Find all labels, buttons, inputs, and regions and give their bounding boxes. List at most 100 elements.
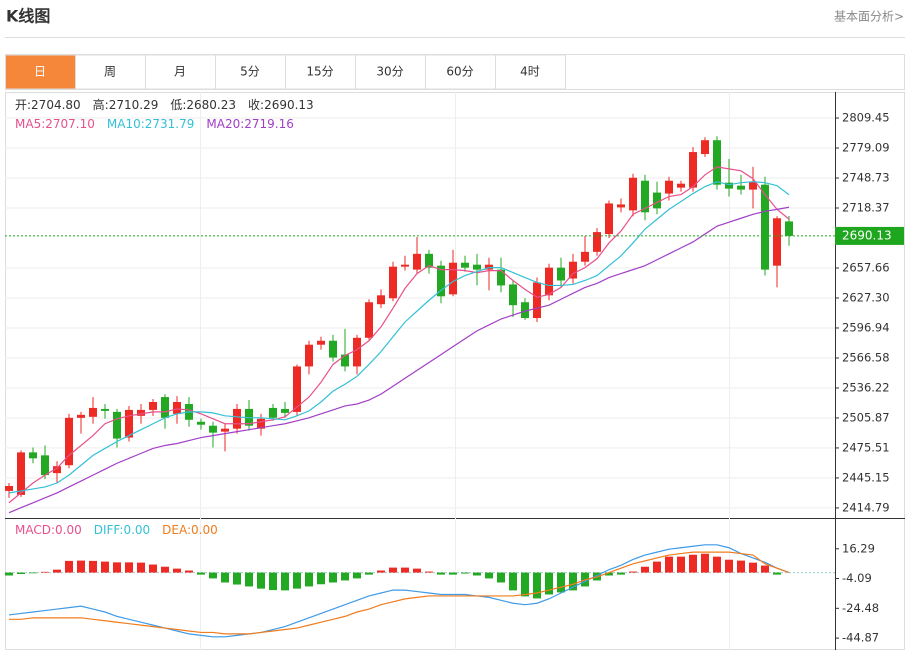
- y-tick-label: 2445.15: [842, 470, 890, 484]
- candle-body: [149, 402, 157, 410]
- tab[interactable]: 4时: [495, 54, 566, 90]
- candle-body: [449, 262, 457, 295]
- tab-box: [425, 54, 496, 90]
- candle-body: [557, 267, 565, 281]
- macd-bar: [161, 566, 169, 573]
- candle-body: [401, 264, 409, 267]
- macd-bar: [413, 568, 421, 573]
- candle-body: [5, 485, 13, 491]
- tab[interactable]: 5分: [215, 54, 286, 90]
- macd-bar: [773, 572, 781, 575]
- candle-body: [605, 203, 613, 235]
- legend-entry: MA20:2719.16: [206, 117, 294, 131]
- candle-body: [65, 417, 73, 466]
- tab[interactable]: 60分: [425, 54, 496, 90]
- tab-box: [495, 54, 566, 90]
- macd-bar: [737, 560, 745, 573]
- macd-bar: [245, 572, 253, 587]
- candle-body: [281, 408, 289, 413]
- candle-body: [713, 140, 721, 185]
- y-tick-label: 2414.79: [842, 500, 890, 514]
- tab[interactable]: 日: [5, 54, 76, 90]
- macd-bar: [185, 570, 193, 573]
- candle-body: [113, 411, 121, 439]
- candle-body: [641, 180, 649, 213]
- y-tick-label: 2718.37: [842, 201, 890, 215]
- candle-body: [365, 302, 373, 338]
- ma-line: [8, 206, 790, 514]
- macd-bar: [65, 560, 73, 573]
- tab[interactable]: 周: [75, 54, 146, 90]
- y-tick-label: 2809.45: [842, 111, 890, 125]
- macd-bar: [629, 571, 637, 573]
- macd-bar: [749, 562, 757, 573]
- candle-body: [413, 253, 421, 270]
- macd-bar: [293, 572, 301, 589]
- macd-line: [9, 551, 790, 635]
- candle-body: [509, 284, 517, 306]
- fundamentals-link[interactable]: 基本面分析>: [834, 10, 904, 24]
- macd-bar: [497, 572, 505, 583]
- legend-entry: MA5:2707.10: [15, 117, 95, 131]
- macd-bar: [269, 572, 277, 591]
- candle-body: [221, 428, 229, 432]
- candle-body: [329, 340, 337, 358]
- tab-box: [215, 54, 286, 90]
- macd-bar: [449, 572, 457, 575]
- candle-body: [773, 218, 781, 266]
- candle-body: [533, 282, 541, 319]
- candle-body: [125, 409, 133, 438]
- tab-label: 30分: [376, 65, 403, 79]
- macd-bar: [257, 572, 265, 589]
- candle-body: [257, 418, 265, 429]
- macd-bar: [89, 560, 97, 573]
- macd-bar: [689, 554, 697, 573]
- legend-value: 2690.13: [264, 98, 314, 112]
- candle-body: [161, 397, 169, 418]
- last-price-box: [835, 226, 904, 245]
- y-tick-label: -4.09: [842, 571, 872, 585]
- last-price-label: 2690.13: [842, 228, 892, 242]
- candle-body: [761, 184, 769, 270]
- candle-body: [521, 302, 529, 319]
- macd-bar: [101, 561, 109, 573]
- macd-bar: [425, 571, 433, 573]
- candle-body: [377, 295, 385, 305]
- macd-bar: [665, 556, 673, 573]
- legend-value: 0.00: [123, 523, 150, 537]
- legend-entry: 开:2704.80: [15, 98, 81, 112]
- macd-bar: [137, 562, 145, 573]
- candle-body: [17, 452, 25, 495]
- y-tick-label: 2505.87: [842, 410, 890, 424]
- tab-label: 5分: [240, 65, 260, 79]
- y-tick-label: -44.87: [842, 631, 879, 645]
- macd-bar: [473, 572, 481, 576]
- tab-box: [75, 54, 146, 90]
- legend-entry: MA10:2731.79: [107, 117, 195, 131]
- tab[interactable]: 月: [145, 54, 216, 90]
- macd-bar: [77, 560, 85, 573]
- y-tick-label: 2748.73: [842, 171, 890, 185]
- tab[interactable]: 30分: [355, 54, 426, 90]
- tab-label: 60分: [446, 65, 473, 79]
- macd-bar: [29, 572, 37, 574]
- macd-bar: [617, 572, 625, 575]
- macd-bar: [653, 561, 661, 573]
- legend-name: MA10:: [107, 117, 145, 131]
- candle-body: [665, 180, 673, 194]
- legend-entry: 高:2710.29: [93, 97, 159, 112]
- y-tick-label: -24.48: [842, 601, 879, 615]
- macd-bar: [53, 569, 61, 573]
- macd-bar: [389, 567, 397, 573]
- candle-body: [29, 452, 37, 459]
- legend-entry: 收:2690.13: [248, 98, 314, 112]
- candle-body: [89, 407, 97, 417]
- macd-bar: [197, 572, 205, 575]
- candle-body: [197, 421, 205, 425]
- candle-body: [233, 408, 241, 429]
- tab[interactable]: 15分: [285, 54, 356, 90]
- macd-bar: [545, 572, 553, 595]
- legend-value: 0.00: [191, 523, 218, 537]
- page-title: K线图: [6, 7, 50, 26]
